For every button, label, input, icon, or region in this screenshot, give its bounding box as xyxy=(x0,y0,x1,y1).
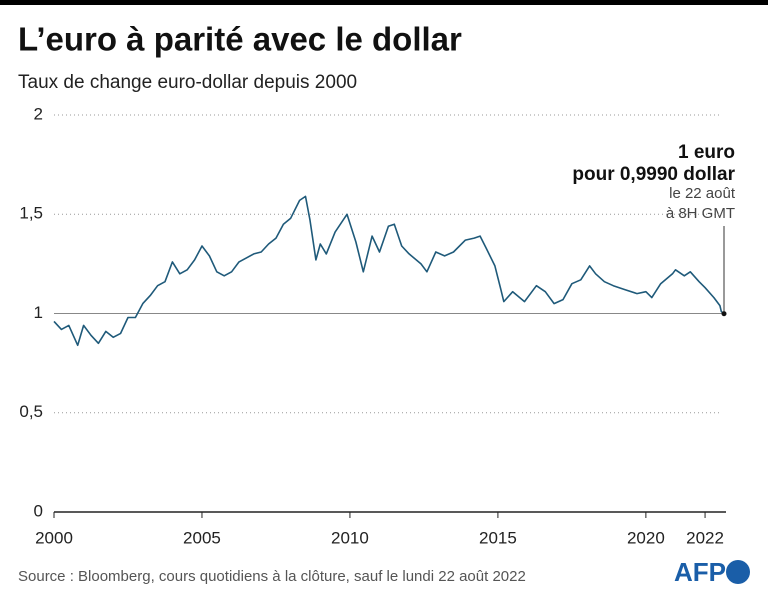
logo: AFP xyxy=(674,557,726,587)
x-tick-label: 2022 xyxy=(686,528,724,547)
x-tick-label: 2005 xyxy=(183,528,221,547)
annotation: le 22 août xyxy=(669,185,736,202)
y-tick-label: 0,5 xyxy=(19,402,43,421)
y-tick-label: 2 xyxy=(34,104,43,123)
x-tick-label: 2015 xyxy=(479,528,517,547)
x-tick-label: 2010 xyxy=(331,528,369,547)
line xyxy=(53,195,725,347)
top-bar xyxy=(0,0,768,5)
x-tick-label: 2020 xyxy=(627,528,665,547)
y-tick-label: 0 xyxy=(34,501,43,520)
annotation: à 8H GMT xyxy=(666,205,735,222)
source: Source : Bloomberg, cours quotidiens à l… xyxy=(18,568,526,585)
chart-title: L’euro à parité avec le dollar xyxy=(18,21,462,58)
y-tick-label: 1,5 xyxy=(19,204,43,223)
annotation: 1 euro xyxy=(678,142,735,163)
end-point xyxy=(721,311,727,317)
x-tick-label: 2000 xyxy=(35,528,73,547)
logo-circle xyxy=(726,560,750,584)
chart-subtitle: Taux de change euro-dollar depuis 2000 xyxy=(18,72,357,93)
annotation: pour 0,9990 dollar xyxy=(572,164,735,185)
y-tick-label: 1 xyxy=(34,303,43,322)
